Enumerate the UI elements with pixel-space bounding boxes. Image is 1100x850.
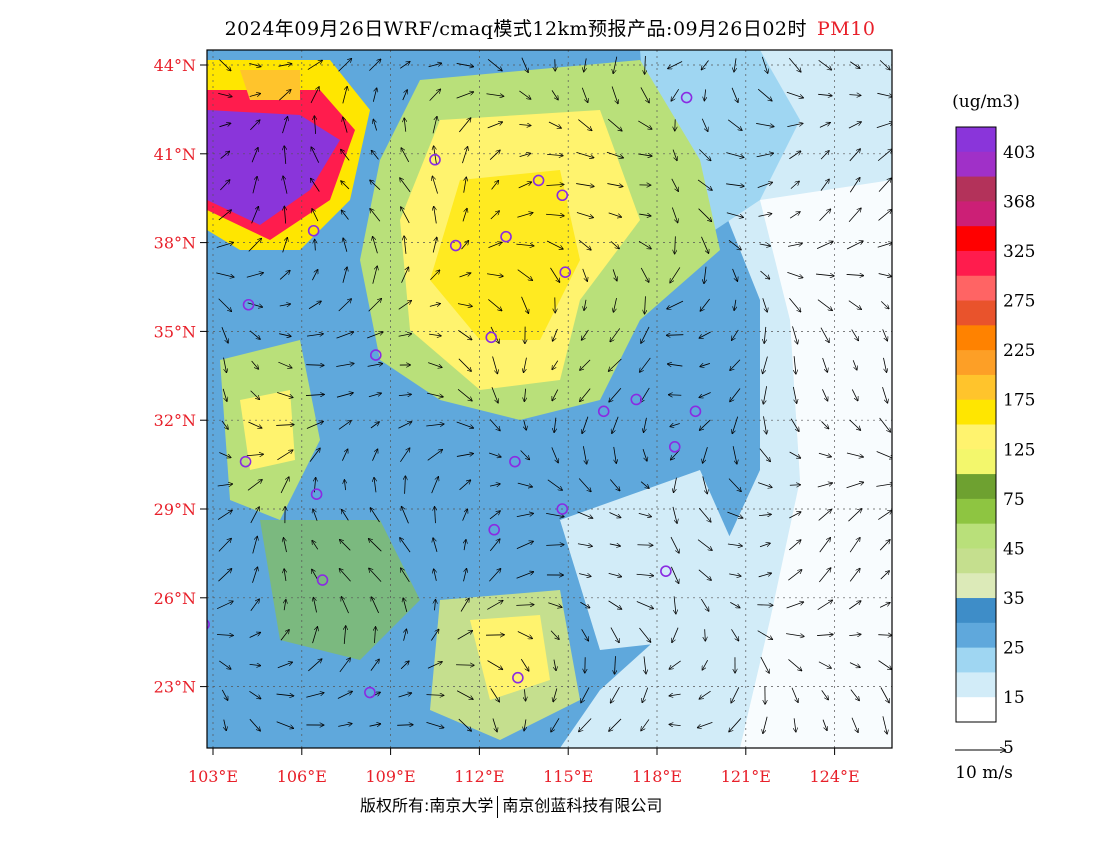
legend-swatch <box>956 201 996 227</box>
lon-label: 109°E <box>365 767 415 786</box>
legend-swatch <box>956 622 996 649</box>
city-marker <box>449 239 462 252</box>
legend-swatch <box>956 300 996 326</box>
lat-label: 35°N <box>154 322 196 341</box>
legend-swatch <box>956 151 996 178</box>
legend-swatch <box>956 697 996 723</box>
lon-label: 112°E <box>454 767 504 786</box>
legend-label: 403 <box>1003 143 1035 163</box>
legend-swatch <box>956 548 996 574</box>
legend-label: 75 <box>1003 490 1025 510</box>
footer-separator <box>497 795 499 818</box>
copyright-company: 南京创蓝科技有限公司 <box>502 796 663 815</box>
city-marker <box>559 266 572 279</box>
legend-swatch <box>956 598 996 624</box>
wind-vectors <box>216 56 892 734</box>
title-pollutant: PM10 <box>817 18 876 40</box>
legend-label: 15 <box>1003 688 1025 708</box>
city-marker <box>660 565 672 577</box>
color-legend <box>955 126 997 723</box>
legend-labels: 403 368 325 275 225 175 125 75 45 35 25 15 5 <box>1003 143 1035 758</box>
lon-label: 121°E <box>721 767 771 786</box>
city-marker <box>364 686 376 699</box>
legend-swatch <box>956 374 996 401</box>
city-marker <box>310 488 323 501</box>
city-marker <box>532 174 545 187</box>
copyright-footer: 版权所有:南京大学 南京创蓝科技有限公司 <box>360 792 662 818</box>
legend-swatch <box>956 474 996 500</box>
legend-swatch <box>956 573 996 599</box>
legend-swatch <box>956 176 996 202</box>
legend-swatch <box>956 275 996 302</box>
legend-label: 325 <box>1003 242 1035 262</box>
city-marker <box>485 331 498 344</box>
city-marker <box>429 153 441 166</box>
legend-swatch <box>956 325 996 351</box>
axis-ticks <box>200 64 836 755</box>
lon-label: 118°E <box>632 767 682 786</box>
legend-label: 5 <box>1003 738 1014 758</box>
city-marker <box>316 574 329 586</box>
longitude-labels: 103°E 106°E 109°E 112°E 115°E 118°E 121°E 124°E <box>188 767 860 786</box>
city-marker <box>689 405 702 418</box>
legend-label: 275 <box>1003 292 1035 312</box>
legend-swatch <box>956 647 996 673</box>
city-marker <box>680 91 693 104</box>
city-marker <box>597 405 610 418</box>
legend-swatch <box>956 498 996 525</box>
lon-label: 106°E <box>277 767 327 786</box>
legend-label: 35 <box>1003 589 1025 609</box>
city-marker <box>207 619 210 630</box>
legend-swatch <box>956 350 996 376</box>
city-marker <box>239 455 252 468</box>
city-marker <box>512 671 524 684</box>
legend-label: 25 <box>1003 639 1025 659</box>
copyright-owner: 版权所有:南京大学 <box>360 796 494 815</box>
legend-swatch <box>956 672 996 698</box>
city-marker <box>556 503 569 515</box>
city-marker <box>556 189 569 202</box>
legend-unit: (ug/m3) <box>952 92 1020 112</box>
city-marker <box>668 441 681 453</box>
legend-swatch <box>956 399 996 425</box>
title-main: 2024年09月26日WRF/cmaq模式12km预报产品:09月26日02时 <box>224 18 807 40</box>
legend-swatch <box>956 250 996 277</box>
latitude-labels: 44°N 41°N 38°N 35°N 32°N 29°N 26°N 23°N <box>154 56 196 697</box>
legend-label: 45 <box>1003 539 1025 559</box>
legend-label: 368 <box>1003 192 1035 212</box>
city-marker <box>630 393 643 406</box>
lat-label: 26°N <box>154 589 196 608</box>
map-frame <box>206 49 893 749</box>
lat-label: 41°N <box>154 145 196 164</box>
legend-swatch <box>956 424 996 450</box>
map-title: 2024年09月26日WRF/cmaq模式12km预报产品:09月26日02时 P… <box>0 14 1100 41</box>
lon-label: 115°E <box>543 767 593 786</box>
lat-label: 23°N <box>154 678 196 697</box>
city-marker <box>307 224 320 237</box>
lon-label: 124°E <box>809 767 859 786</box>
legend-swatch <box>956 523 996 549</box>
lat-label: 44°N <box>154 56 196 75</box>
legend-swatch <box>956 449 996 475</box>
legend-label: 125 <box>1003 440 1035 460</box>
legend-swatch <box>956 127 996 153</box>
map-field <box>207 50 892 748</box>
city-marker <box>509 455 521 468</box>
city-marker <box>488 523 501 536</box>
city-markers <box>207 91 702 699</box>
city-marker <box>242 298 255 311</box>
legend-label: 225 <box>1003 341 1035 361</box>
lon-label: 103°E <box>188 767 238 786</box>
gridlines <box>207 50 892 748</box>
lat-label: 29°N <box>154 500 196 519</box>
legend-label: 175 <box>1003 391 1035 411</box>
lat-label: 38°N <box>154 234 196 253</box>
wind-scale-label: 10 m/s <box>955 763 1013 783</box>
legend-swatch <box>956 226 996 252</box>
city-marker <box>369 349 382 361</box>
lat-label: 32°N <box>154 411 196 430</box>
city-marker <box>500 230 512 243</box>
